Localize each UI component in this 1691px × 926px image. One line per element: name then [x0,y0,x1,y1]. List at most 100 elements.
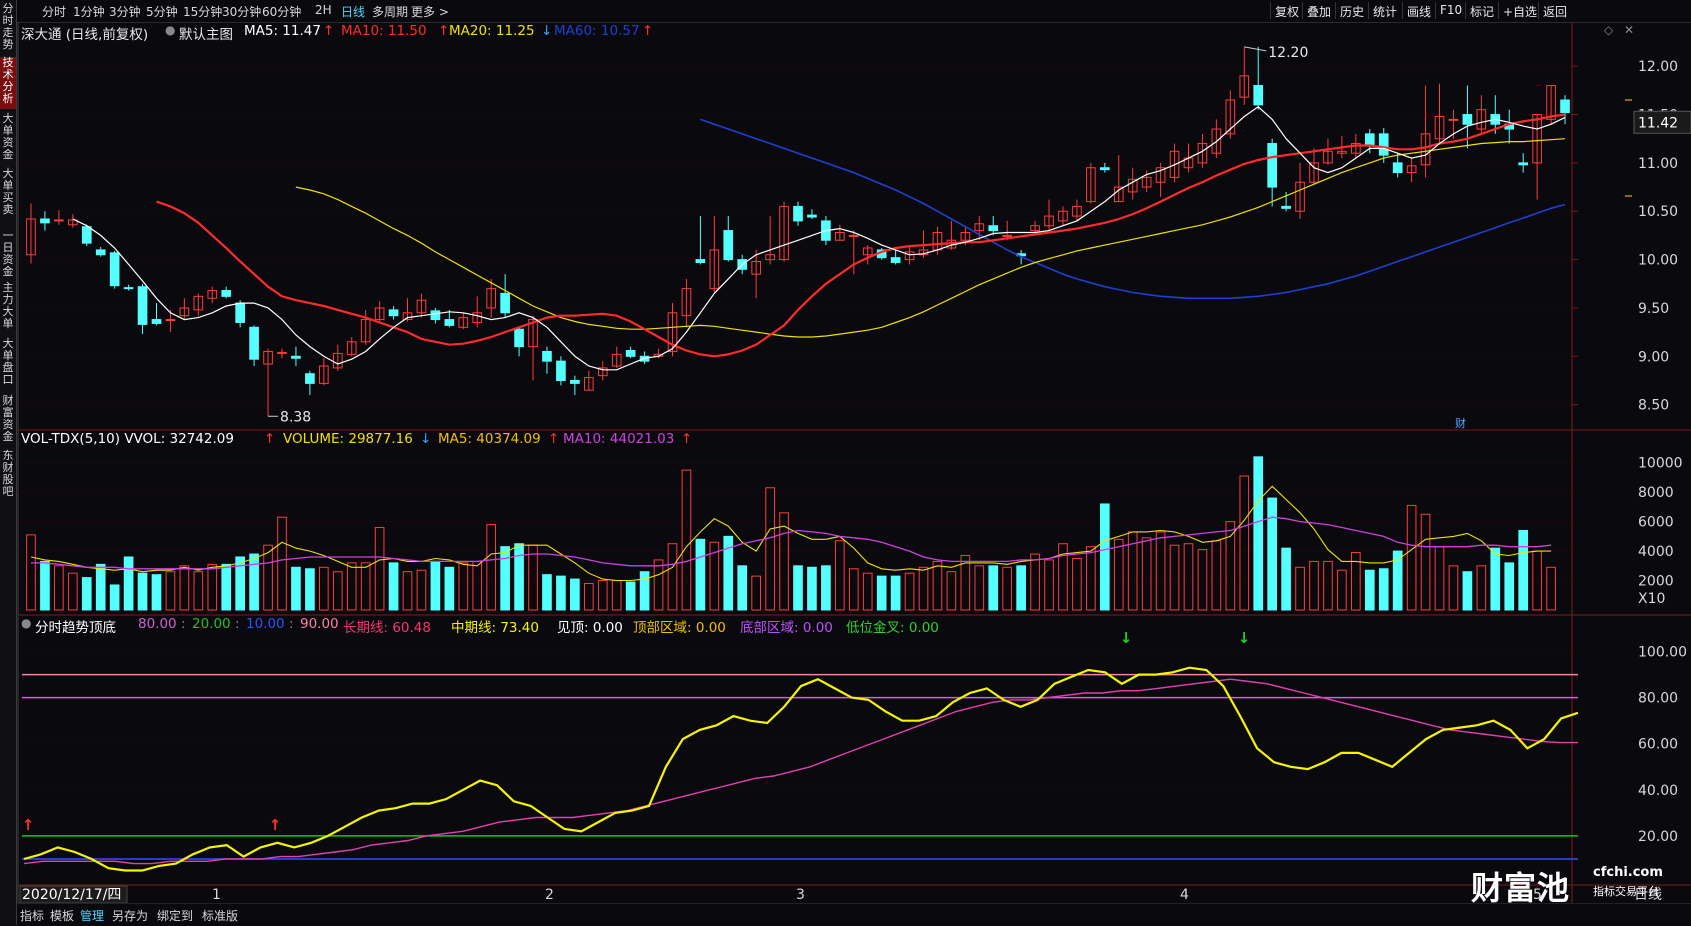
bottom-item[interactable]: 另存为 [112,909,149,923]
candle-body [151,319,162,324]
candle-body [207,290,218,299]
volume-bar [1197,549,1208,611]
volume-bar [514,543,524,611]
volume-bar [319,566,329,611]
settings-icon[interactable]: ● [21,616,32,630]
toolbar-period[interactable]: 5分钟 [146,5,178,19]
toolbar-period[interactable]: 15分钟 [183,5,223,19]
toolbar-separator [1402,2,1403,19]
toolbar-right-button[interactable]: 统计 [1373,5,1398,19]
toolbar-period[interactable]: 1分钟 [73,5,105,19]
sidebar-tab[interactable]: 财富资金 [2,394,14,443]
candle-body [723,230,734,261]
volume-bar [1211,540,1222,611]
toolbar-right-button[interactable]: 标记 [1470,5,1495,19]
y-tick-label: 4000 [1638,544,1674,560]
settings-icon[interactable]: ● [165,23,176,37]
candle-body [1086,167,1096,203]
sidebar-tab[interactable]: 分时走势 [2,2,14,51]
volume-bar [807,566,817,611]
volume-bar [1518,529,1529,611]
candle-body [1002,234,1013,237]
volume-bar [946,571,957,611]
template-label[interactable]: 默认主图 [179,27,233,43]
sidebar-tab[interactable]: 一日资金 [2,229,14,278]
candle-body [109,252,120,287]
candle-body [81,226,92,244]
brand-url: cfchi.com [1593,865,1663,880]
candle-body [528,319,538,348]
toolbar-right-button[interactable]: 历史 [1340,5,1365,19]
candle-body [1392,162,1403,174]
volume-bar [165,571,176,611]
y-tick-label: 2000 [1638,574,1674,590]
sidebar-tab[interactable]: 大单盘口 [2,337,14,386]
mid-term-line [23,666,1579,872]
volume-bar [723,535,734,611]
toolbar-right-button[interactable]: F10 [1440,3,1463,17]
ma-trend-arrow-icon: ↑ [642,23,654,39]
candle-body [1448,118,1459,121]
volume-bar [430,560,441,611]
toolbar-period[interactable]: 2H [315,3,332,17]
candle-body [1267,143,1277,188]
volume-bar [904,572,915,611]
month-label: 4 [1180,887,1189,903]
candle-body [1532,114,1542,164]
volume-bar [890,575,901,611]
toolbar-right-button[interactable]: 叠加 [1307,5,1332,19]
toolbar-period[interactable]: 多周期 [372,5,409,19]
bottom-item[interactable]: 标准版 [202,909,239,923]
bottom-item[interactable]: 绑定到 [157,909,194,923]
toolbar-period[interactable]: 日线 [341,5,366,19]
candle-body [1072,205,1082,217]
volume-bar [1434,546,1445,611]
volume-bar [1476,565,1487,611]
candle-body [137,286,148,325]
toolbar-period[interactable]: 分时 [42,5,67,19]
candle-body [388,309,399,317]
volume-bar [277,516,287,611]
sidebar-tab[interactable]: 主力大单 [2,281,14,330]
volume-bar [123,556,134,611]
toolbar-right-button[interactable]: +自选 [1503,5,1538,19]
volume-bar [388,562,399,611]
sidebar-tab[interactable]: 技术分析 [0,57,16,109]
bottom-item[interactable]: 管理 [80,909,105,923]
close-icon[interactable]: ✕ [1624,23,1635,37]
volume-bar [221,563,232,611]
sidebar-tab[interactable]: 大单买卖 [2,167,14,216]
candle-body [1239,75,1250,98]
candle-body [1030,225,1040,232]
candle-body [500,292,510,314]
brand-logo: 财富池 [1471,869,1571,907]
candle-body [179,307,190,317]
sidebar-tab[interactable]: 大单资金 [2,112,14,161]
toolbar-right-button[interactable]: 画线 [1407,5,1432,19]
volume-bar [249,553,259,611]
ma-label: MA10: 11.50 [341,23,427,39]
trend-arrow-icon: ↑ [264,431,276,447]
toolbar-right-button[interactable]: 返回 [1543,5,1568,19]
candle-body [67,219,78,226]
y-tick-label: 10000 [1638,456,1683,472]
toolbar-right-button[interactable]: 复权 [1275,5,1300,19]
volume-bar [597,580,608,611]
candle-body [1406,165,1417,174]
candle-body [235,302,245,323]
bottom-item[interactable]: 指标 [20,909,45,923]
trend-arrow-icon: ↑ [681,431,693,447]
volume-bar [1378,568,1389,611]
sidebar-tab[interactable]: 东财股吧 [2,449,14,498]
toolbar-period[interactable]: 60分钟 [262,5,302,19]
toolbar-period[interactable]: 更多 > [411,5,449,19]
candle-body [862,247,873,256]
toolbar-period[interactable]: 3分钟 [109,5,141,19]
volume-bar [653,559,664,611]
diamond-icon[interactable]: ◇ [1604,23,1614,37]
volume-bar [26,534,36,611]
y-tick-label: 9.00 [1638,349,1669,365]
bottom-item[interactable]: 模板 [50,909,75,923]
toolbar-period[interactable]: 30分钟 [222,5,262,19]
